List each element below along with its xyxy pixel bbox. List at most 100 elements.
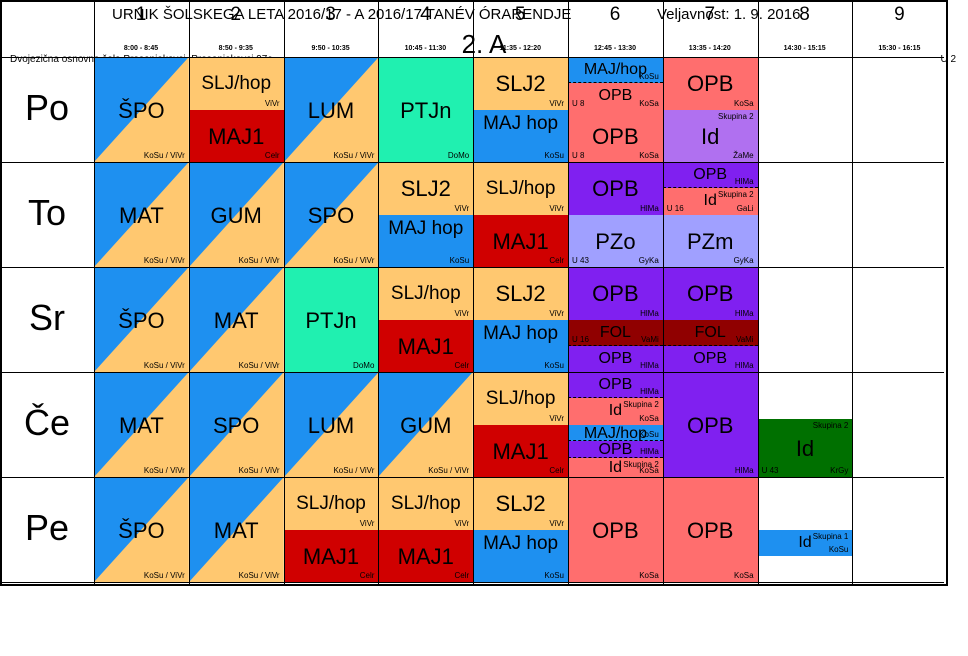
lesson-cell[interactable]: LUM KoSu / ViVr xyxy=(283,57,379,162)
lesson-cell[interactable]: MAJ hop KoSu xyxy=(378,214,474,267)
lesson-cell[interactable]: OPB HlMa xyxy=(662,345,758,372)
lesson-cell[interactable]: MAJ1 Celr xyxy=(188,109,284,162)
lesson-cell[interactable]: OPB HlMa xyxy=(662,162,758,189)
subject-label: OPB xyxy=(686,71,734,97)
lesson-cell[interactable]: SLJ2 ViVr xyxy=(473,477,568,530)
lesson-cell[interactable]: FOL VaMi U 16 xyxy=(568,319,663,346)
subject-label: Id xyxy=(798,533,812,551)
lesson-cell[interactable]: SPO KoSu / ViVr xyxy=(188,372,284,477)
lesson-cell[interactable]: PZo GyKa U 43 xyxy=(568,214,663,267)
period-time: 12:45 - 13:30 xyxy=(593,45,637,52)
lesson-cell[interactable]: OPB HlMa xyxy=(662,372,758,477)
lesson-cell[interactable]: LUM KoSu / ViVr xyxy=(283,372,379,477)
teacher-label: ViVr xyxy=(549,203,564,213)
lesson-cell[interactable]: OPB HlMa xyxy=(662,267,758,320)
lesson-cell[interactable]: SLJ/hop ViVr xyxy=(378,267,474,320)
subject-label: MAJ hop xyxy=(483,532,559,554)
period-number: 7 xyxy=(704,4,716,25)
divider xyxy=(662,187,758,189)
lesson-cell[interactable]: MAJ hop KoSu xyxy=(473,319,568,372)
lesson-cell[interactable]: Id KoSa Skupina 2 xyxy=(568,458,663,477)
teacher-label: ViVr xyxy=(549,98,564,108)
lesson-cell[interactable]: MAT KoSu / ViVr xyxy=(188,267,284,372)
subject-label: SLJ/hop xyxy=(201,72,272,94)
lesson-cell[interactable]: PTJn DoMo xyxy=(283,267,379,372)
lesson-cell[interactable]: GUM KoSu / ViVr xyxy=(378,372,474,477)
divider xyxy=(568,397,663,399)
teacher-label: HlMa xyxy=(734,177,754,187)
lesson-cell[interactable]: OPB KoSa xyxy=(568,477,663,582)
period-number: 3 xyxy=(325,4,336,25)
lesson-cell[interactable]: SLJ2 ViVr xyxy=(378,162,474,215)
lesson-cell[interactable]: PZm GyKa xyxy=(662,214,758,267)
lesson-cell[interactable]: MAJ1 Celr xyxy=(378,319,474,372)
lesson-cell[interactable]: MAJ hop KoSu xyxy=(473,529,568,582)
teacher-label: HlMa xyxy=(640,203,659,213)
teacher-label: KrGy xyxy=(830,466,849,475)
lesson-cell[interactable]: PTJn DoMo xyxy=(378,57,474,162)
lesson-cell[interactable]: OPB HlMa xyxy=(568,267,663,320)
lesson-cell[interactable]: Id KoSu Skupina 1 xyxy=(757,529,853,556)
lesson-cell[interactable]: Id KrGy Skupina 2 U 43 xyxy=(757,419,853,477)
lesson-cell[interactable]: MAJ1 Celr xyxy=(283,529,379,582)
lesson-cell[interactable]: OPB KoSa xyxy=(662,477,758,582)
lesson-cell[interactable]: MAT KoSu / ViVr xyxy=(188,477,284,582)
lesson-cell[interactable]: MAJ/hop KoSu xyxy=(568,424,663,442)
lesson-cell[interactable]: ŠPO KoSu / ViVr xyxy=(94,267,189,372)
subject-label: SPO xyxy=(307,202,355,228)
teacher-label: KoSa xyxy=(639,98,659,108)
lesson-cell[interactable]: OPB KoSa U 8 xyxy=(568,83,663,110)
teacher-label: KoSu / ViVr xyxy=(238,256,280,265)
lesson-cell[interactable]: OPB HlMa xyxy=(568,162,663,215)
column-divider xyxy=(852,0,854,584)
subject-label: MAJ1 xyxy=(302,543,360,569)
teacher-label: KoSa xyxy=(639,465,659,475)
lesson-cell[interactable]: ŠPO KoSu / ViVr xyxy=(94,477,189,582)
lesson-cell[interactable]: SLJ/hop ViVr xyxy=(283,477,379,530)
lesson-cell[interactable]: MAJ1 Celr xyxy=(473,214,568,267)
period-number: 1 xyxy=(135,4,147,25)
lesson-cell[interactable]: OPB KoSa U 8 xyxy=(568,109,663,162)
period-number: 9 xyxy=(894,4,905,25)
teacher-label: GyKa xyxy=(638,256,659,265)
lesson-cell[interactable]: SLJ/hop ViVr xyxy=(473,162,568,215)
lesson-cell[interactable]: Id GaLi Skupina 2 U 16 xyxy=(662,188,758,215)
lesson-cell[interactable]: ŠPO KoSu / ViVr xyxy=(94,57,189,162)
lesson-cell[interactable]: Id KoSa Skupina 2 xyxy=(568,398,663,425)
teacher-label: KoSu xyxy=(544,571,564,580)
teacher-label: KoSu / ViVr xyxy=(333,256,375,265)
teacher-label: KoSu xyxy=(639,430,659,440)
teacher-label: KoSu / ViVr xyxy=(238,466,280,475)
lesson-cell[interactable]: SLJ/hop ViVr xyxy=(378,477,474,530)
lesson-cell[interactable]: GUM KoSu / ViVr xyxy=(188,162,284,267)
room-label: U 16 xyxy=(572,334,589,344)
group-label: Skupina 2 xyxy=(623,400,659,410)
room-label: U 16 xyxy=(666,203,684,213)
lesson-cell[interactable]: OPB HlMa xyxy=(568,372,663,399)
lesson-cell[interactable]: SLJ/hop ViVr xyxy=(188,57,284,110)
lesson-cell[interactable]: MAJ/hop KoSu xyxy=(568,57,663,84)
title-text: URNIK ŠOLSKEGA LETA 2016/17 - A 2016/17 … xyxy=(112,6,572,23)
lesson-cell[interactable]: MAJ hop KoSu xyxy=(473,109,568,162)
lesson-cell[interactable]: MAT KoSu / ViVr xyxy=(94,162,189,267)
lesson-cell[interactable]: MAJ1 Celr xyxy=(378,529,474,582)
row-divider xyxy=(0,267,944,268)
lesson-cell[interactable]: OPB KoSa xyxy=(662,57,758,110)
lesson-cell[interactable]: SPO KoSu / ViVr xyxy=(283,162,379,267)
room-label: U 43 xyxy=(761,466,779,475)
teacher-label: KoSu / ViVr xyxy=(238,571,280,580)
lesson-cell[interactable]: FOL VaMi xyxy=(662,319,758,346)
lesson-cell[interactable]: SLJ2 ViVr xyxy=(473,267,568,320)
period-number: 2 xyxy=(230,4,242,25)
teacher-label: KoSu xyxy=(544,361,564,370)
teacher-label: Celr xyxy=(549,256,564,265)
lesson-cell[interactable]: MAT KoSu / ViVr xyxy=(94,372,189,477)
lesson-cell[interactable]: SLJ2 ViVr xyxy=(473,57,568,110)
lesson-cell[interactable]: OPB HlMa xyxy=(568,345,663,372)
lesson-cell[interactable]: OPB HlMa xyxy=(568,441,663,459)
lesson-cell[interactable]: SLJ/hop ViVr xyxy=(473,372,568,425)
subject-label: Id xyxy=(703,192,717,210)
lesson-cell[interactable]: Id ŽaMe Skupina 2 xyxy=(662,109,758,162)
lesson-cell[interactable]: MAJ1 Celr xyxy=(473,424,568,477)
subject-label: SLJ/hop xyxy=(485,177,556,199)
